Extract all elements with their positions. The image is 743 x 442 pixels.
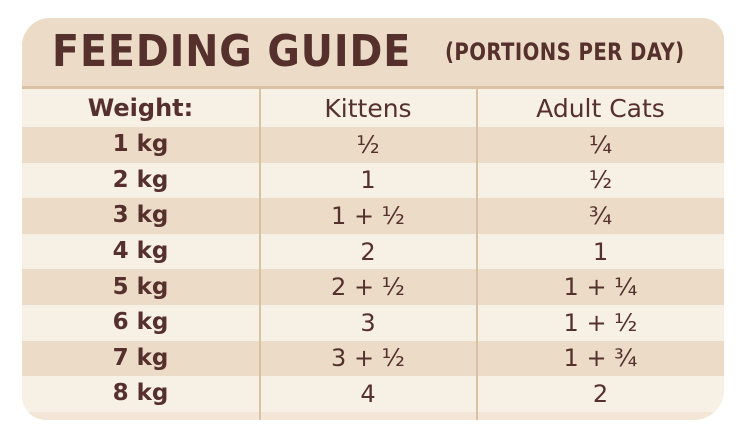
title-bar: FEEDING GUIDE (PORTIONS PER DAY) xyxy=(22,18,724,86)
adults-portion-cell: 2 xyxy=(592,379,609,408)
table-row: 7 kg 3 + ½ 1 + ¾ xyxy=(22,340,724,377)
table-row: 2 kg 1 ½ xyxy=(22,162,724,199)
kittens-portion-cell: 2 + ½ xyxy=(331,273,405,302)
weight-cell: 5 kg xyxy=(112,273,169,300)
kittens-portion-cell: 3 + ½ xyxy=(331,344,405,373)
page-subtitle: (PORTIONS PER DAY) xyxy=(445,38,685,66)
table-row: 1 kg ½ ¼ xyxy=(22,127,724,163)
adults-portion-cell: ¾ xyxy=(588,201,613,230)
page-title: FEEDING GUIDE xyxy=(52,26,412,77)
kittens-portion-cell: 2 xyxy=(360,237,376,266)
adults-portion-cell: 1 + ¾ xyxy=(563,344,638,373)
weight-cell: 2 kg xyxy=(112,166,169,193)
kittens-portion-cell: 1 + ½ xyxy=(331,201,405,230)
column-header-kittens: Kittens xyxy=(324,93,412,123)
weight-cell: 6 kg xyxy=(112,309,169,336)
kittens-portion-cell: 1 xyxy=(360,166,376,195)
column-header-adult-cats: Adult Cats xyxy=(536,93,665,123)
table-row: 6 kg 3 1 + ½ xyxy=(22,304,724,341)
feeding-guide-card: FEEDING GUIDE (PORTIONS PER DAY) Weight:… xyxy=(22,18,724,420)
kittens-portion-cell: ½ xyxy=(356,130,380,159)
adults-portion-cell: 1 + ½ xyxy=(563,308,638,337)
kittens-portion-cell: 4 xyxy=(360,379,376,408)
column-header-weight: Weight: xyxy=(87,94,194,122)
adults-portion-cell: ½ xyxy=(588,166,613,195)
table-header-row: Weight: Kittens Adult Cats xyxy=(22,89,724,127)
column-divider-kittens-adults xyxy=(476,89,478,420)
weight-cell: 7 kg xyxy=(112,344,169,371)
title-divider xyxy=(22,86,724,89)
adults-portion-cell: 1 + ¼ xyxy=(563,273,638,302)
weight-cell: 4 kg xyxy=(112,238,169,265)
table-row: 8 kg 4 2 xyxy=(22,376,724,412)
weight-cell: 3 kg xyxy=(112,202,169,229)
weight-cell: 1 kg xyxy=(112,131,169,158)
adults-portion-cell: 1 xyxy=(592,237,609,266)
table-row: 3 kg 1 + ½ ¾ xyxy=(22,198,724,234)
column-divider-weight-kittens xyxy=(259,89,261,420)
kittens-portion-cell: 3 xyxy=(360,308,376,337)
feeding-table: Weight: Kittens Adult Cats 1 kg ½ ¼ 2 kg… xyxy=(22,89,724,412)
table-row: 5 kg 2 + ½ 1 + ¼ xyxy=(22,269,724,305)
adults-portion-cell: ¼ xyxy=(588,130,613,159)
table-row: 4 kg 2 1 xyxy=(22,233,724,270)
weight-cell: 8 kg xyxy=(112,380,169,407)
